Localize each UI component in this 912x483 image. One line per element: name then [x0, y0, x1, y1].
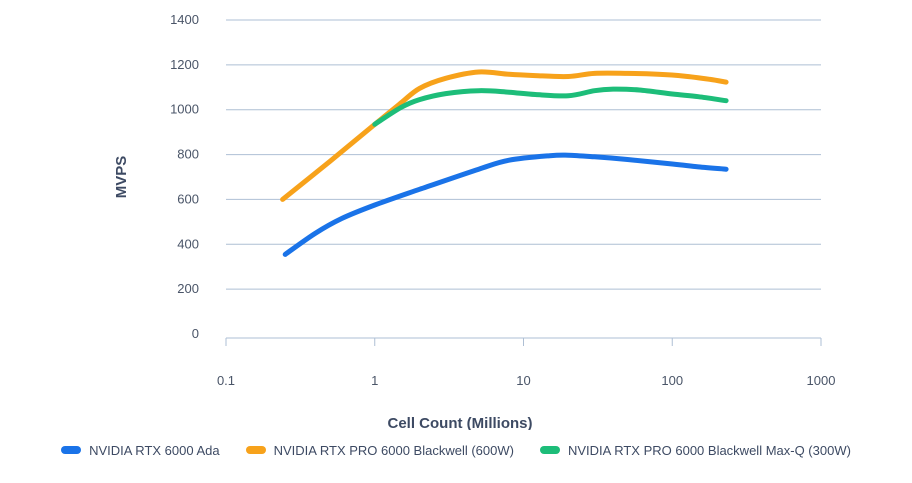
- x-tick-label: 0.1: [217, 373, 235, 388]
- axes: 0 200 400 600 800 1000 1200 1400 0.1 1 10 100 1000: [170, 12, 835, 388]
- x-tick-label: 1: [371, 373, 378, 388]
- y-tick-label: 1400: [170, 12, 199, 27]
- y-tick-label: 0: [192, 326, 199, 341]
- x-axis-title: Cell Count (Millions): [388, 415, 533, 430]
- legend-label-blackwell-600w: NVIDIA RTX PRO 6000 Blackwell (600W): [273, 442, 514, 458]
- y-tick-label: 1200: [170, 57, 199, 72]
- x-tick-label: 1000: [807, 373, 836, 388]
- legend-item-blackwell-maxq: NVIDIA RTX PRO 6000 Blackwell Max-Q (300…: [539, 442, 851, 458]
- legend-label-ada: NVIDIA RTX 6000 Ada: [89, 442, 220, 458]
- x-tick-label: 100: [661, 373, 683, 388]
- legend: NVIDIA RTX 6000 Ada NVIDIA RTX PRO 6000 …: [0, 438, 912, 462]
- legend-swatch-blackwell-600w: [245, 446, 266, 454]
- series-line-ada: [282, 152, 729, 257]
- line-chart: 0 200 400 600 800 1000 1200 1400 0.1 1 10 100 1000 M…: [113, 12, 835, 430]
- legend-item-ada: NVIDIA RTX 6000 Ada: [61, 443, 220, 458]
- y-tick-label: 400: [177, 236, 199, 251]
- series-lines: [280, 69, 729, 257]
- y-tick-label: 1000: [170, 102, 199, 117]
- series-line-blackwell-maxq: [372, 86, 729, 127]
- legend-item-blackwell-600w: NVIDIA RTX PRO 6000 Blackwell (600W): [245, 442, 514, 458]
- gridlines: [226, 19, 821, 290]
- legend-swatch-ada: [61, 446, 82, 454]
- y-tick-label: 800: [177, 147, 199, 162]
- legend-swatch-blackwell-maxq: [539, 446, 560, 454]
- y-axis-title: MVPS: [113, 156, 130, 199]
- y-tick-label: 600: [177, 191, 199, 206]
- x-tick-label: 10: [516, 373, 530, 388]
- legend-label-blackwell-maxq: NVIDIA RTX PRO 6000 Blackwell Max-Q (300…: [567, 442, 851, 458]
- y-tick-label: 200: [177, 281, 199, 296]
